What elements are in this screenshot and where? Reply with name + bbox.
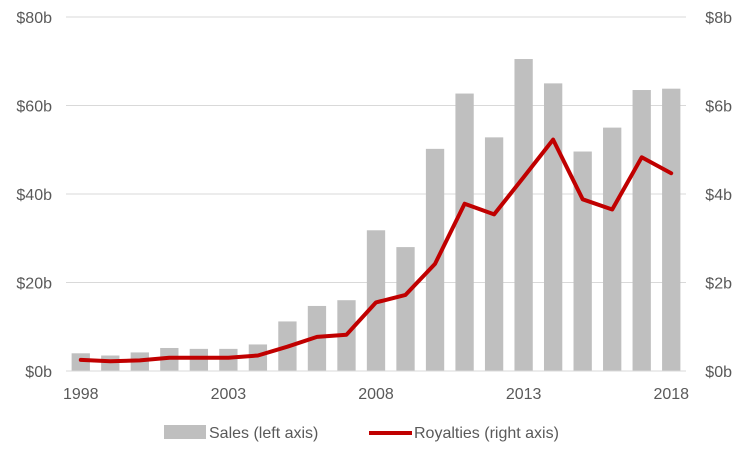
y-left-tick-label: $0b xyxy=(25,364,52,381)
x-tick-label: 2013 xyxy=(506,386,542,403)
x-tick-label: 2003 xyxy=(211,386,247,403)
bar-sales xyxy=(71,353,90,371)
legend-swatch-sales xyxy=(164,425,206,439)
y-right-tick-label: $8b xyxy=(705,10,732,27)
y-right-tick-label: $0b xyxy=(705,364,732,381)
bar-sales xyxy=(632,90,651,371)
y-left-tick-label: $40b xyxy=(16,187,52,204)
y-right-tick-label: $2b xyxy=(705,276,732,293)
y-right-tick-label: $4b xyxy=(705,187,732,204)
bar-sales xyxy=(219,348,238,371)
bar-sales xyxy=(248,344,268,371)
bar-sales xyxy=(573,151,592,371)
legend-label-sales: Sales (left axis) xyxy=(209,425,318,442)
x-tick-label: 1998 xyxy=(63,386,99,403)
y-left-tick-label: $80b xyxy=(16,10,52,27)
y-left-tick-label: $20b xyxy=(16,276,52,293)
bar-sales xyxy=(662,88,681,371)
x-tick-label: 2008 xyxy=(358,386,394,403)
bar-sales xyxy=(514,59,533,371)
bar-sales xyxy=(396,247,415,371)
bar-sales xyxy=(189,348,209,371)
bar-sales xyxy=(484,137,504,371)
x-tick-label: 2018 xyxy=(653,386,689,403)
y-right-tick-label: $6b xyxy=(705,99,732,116)
line-royalties xyxy=(78,137,674,364)
legend-label-royalties: Royalties (right axis) xyxy=(414,425,559,442)
y-left-tick-label: $60b xyxy=(16,99,52,116)
bar-sales xyxy=(603,127,622,371)
bar-sales xyxy=(543,83,563,371)
bar-sales xyxy=(455,93,474,372)
